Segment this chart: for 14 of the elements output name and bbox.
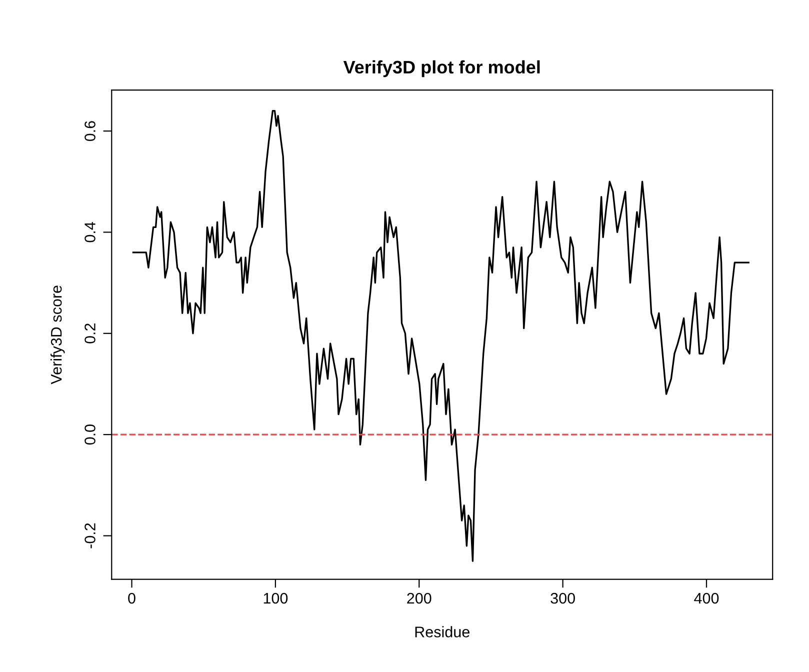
y-axis-title: Verify3D score bbox=[50, 286, 65, 384]
y-tick-label: 0.2 bbox=[84, 324, 96, 344]
x-axis-title: Residue bbox=[415, 626, 470, 638]
y-tick-label: 0.4 bbox=[84, 222, 96, 242]
x-tick-label: 300 bbox=[550, 592, 575, 604]
x-tick-label: 100 bbox=[264, 592, 288, 604]
x-tick-label: 0 bbox=[128, 592, 136, 604]
chart-title: Verify3D plot for model bbox=[343, 60, 540, 78]
y-tick-label: -0.2 bbox=[84, 523, 96, 548]
line-series bbox=[132, 110, 750, 562]
y-tick-label: 0.6 bbox=[84, 121, 96, 142]
y-tick-label: 0.0 bbox=[84, 424, 96, 445]
x-tick-label: 200 bbox=[407, 592, 432, 604]
x-tick-label: 400 bbox=[694, 592, 719, 604]
